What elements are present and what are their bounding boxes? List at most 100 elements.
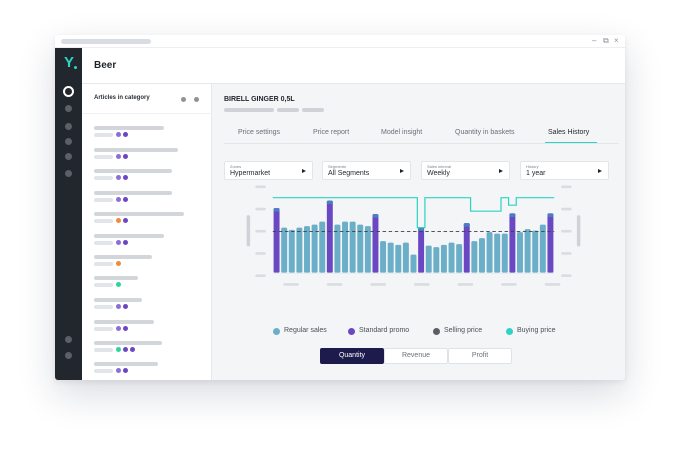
- tab-model-insight[interactable]: Model insight: [381, 129, 423, 136]
- status-dot-icon: [123, 368, 128, 373]
- article-meta-placeholder: [94, 369, 113, 373]
- minimize-icon[interactable]: –: [592, 36, 597, 45]
- status-dot-icon: [116, 240, 121, 245]
- tab-price-report[interactable]: Price report: [313, 129, 350, 136]
- menu-dot-icon[interactable]: [194, 97, 199, 102]
- promo-bar-cap: [418, 227, 425, 232]
- product-meta-placeholder: [224, 108, 274, 112]
- status-dot-icon: [130, 347, 135, 352]
- status-dot-icon: [116, 326, 121, 331]
- promo-bar: [273, 208, 280, 273]
- regular-sales-bar: [342, 221, 349, 273]
- promo-bar: [547, 213, 554, 273]
- article-name-placeholder: [94, 126, 164, 130]
- legend-swatch-icon: [433, 327, 440, 335]
- regular-sales-bar: [387, 242, 394, 273]
- nav-item-settings[interactable]: [65, 352, 72, 359]
- regular-sales-bar: [410, 254, 417, 273]
- promo-bar: [372, 214, 379, 273]
- article-meta-placeholder: [94, 176, 113, 180]
- tab-quantity-in-baskets[interactable]: Quantity in baskets: [455, 129, 515, 136]
- toggle-quantity[interactable]: Quantity: [320, 348, 384, 364]
- article-list-item[interactable]: [94, 255, 204, 267]
- legend-swatch-icon: [273, 327, 280, 335]
- toggle-revenue[interactable]: Revenue: [384, 348, 448, 364]
- article-meta-placeholder: [94, 262, 113, 266]
- y-tick-placeholder: [255, 229, 266, 233]
- y-tick-placeholder: [561, 274, 572, 277]
- regular-sales-bar: [471, 241, 478, 273]
- article-list-item[interactable]: [94, 362, 204, 374]
- history-select[interactable]: History 1 year: [520, 161, 609, 180]
- tab-sales-history[interactable]: Sales History: [548, 129, 590, 136]
- nav-item-help[interactable]: [65, 336, 72, 343]
- y-tick-placeholder: [255, 274, 266, 277]
- close-icon[interactable]: ×: [614, 36, 619, 45]
- promo-bar: [418, 227, 425, 273]
- nav-item[interactable]: [65, 123, 72, 130]
- nav-item[interactable]: [65, 105, 72, 112]
- legend-label: Standard promo: [359, 327, 410, 334]
- status-dot-icon: [123, 132, 128, 137]
- article-name-placeholder: [94, 169, 172, 173]
- regular-sales-bar: [501, 233, 508, 273]
- caret-right-icon: [302, 169, 306, 173]
- article-list-item[interactable]: [94, 234, 204, 246]
- nav-item[interactable]: [65, 170, 72, 177]
- zones-select[interactable]: Zones Hypermarket: [224, 161, 313, 180]
- segments-select[interactable]: Segments All Segments: [322, 161, 411, 180]
- article-list-item[interactable]: [94, 212, 204, 224]
- articles-panel-title: Articles in category: [94, 95, 150, 101]
- article-list-item[interactable]: [94, 320, 204, 332]
- nav-item[interactable]: [65, 138, 72, 145]
- regular-sales-bar: [304, 226, 310, 273]
- address-bar[interactable]: [61, 39, 151, 44]
- restore-icon[interactable]: ⧉: [603, 36, 609, 45]
- status-dot-icon: [116, 132, 121, 137]
- regular-sales-bar: [357, 224, 364, 273]
- status-dot-icon: [123, 154, 128, 159]
- regular-sales-bar: [425, 245, 432, 273]
- active-tab-indicator: [545, 142, 597, 143]
- article-name-placeholder: [94, 148, 178, 152]
- nav-item[interactable]: [65, 153, 72, 160]
- segments-value: All Segments: [328, 170, 370, 177]
- x-tick-placeholder: [413, 283, 430, 286]
- tab-price-settings[interactable]: Price settings: [238, 129, 281, 136]
- article-list-item[interactable]: [94, 169, 204, 181]
- article-list-item[interactable]: [94, 126, 204, 138]
- promo-bar-cap: [326, 200, 333, 205]
- promo-bar-cap: [547, 213, 554, 217]
- sales-interval-select[interactable]: Sales interval Weekly: [421, 161, 510, 180]
- legend-swatch-icon: [348, 327, 355, 335]
- y-tick-placeholder: [255, 252, 266, 255]
- articles-panel-header: Articles in category: [82, 84, 212, 114]
- regular-sales-bar: [440, 244, 447, 273]
- status-dot-icon: [123, 218, 128, 223]
- regular-sales-bar: [456, 244, 463, 273]
- regular-sales-bar: [364, 226, 371, 273]
- regular-sales-bar: [281, 227, 288, 273]
- status-dot-icon: [123, 326, 128, 331]
- status-dot-icon: [123, 304, 128, 309]
- segments-caption: Segments: [328, 164, 347, 169]
- article-list-item[interactable]: [94, 148, 204, 160]
- toggle-profit[interactable]: Profit: [448, 348, 512, 364]
- article-meta-placeholder: [94, 155, 113, 159]
- status-dot-icon: [123, 175, 128, 180]
- promo-bar-cap: [509, 213, 516, 217]
- chart-scroll-left-handle: [246, 215, 251, 247]
- article-name-placeholder: [94, 234, 164, 238]
- nav-item-active[interactable]: [63, 86, 74, 97]
- article-list-item[interactable]: [94, 341, 204, 353]
- articles-panel: Articles in category: [82, 84, 212, 380]
- filter-dot-icon[interactable]: [181, 97, 186, 102]
- article-list-item[interactable]: [94, 191, 204, 203]
- article-list-item[interactable]: [94, 276, 204, 288]
- chart-baseline: [272, 273, 555, 274]
- regular-sales-bar: [349, 221, 356, 273]
- brand-logo[interactable]: Y: [60, 54, 78, 72]
- sales-interval-value: Weekly: [427, 170, 450, 177]
- article-list-item[interactable]: [94, 298, 204, 310]
- status-dot-icon: [116, 218, 121, 223]
